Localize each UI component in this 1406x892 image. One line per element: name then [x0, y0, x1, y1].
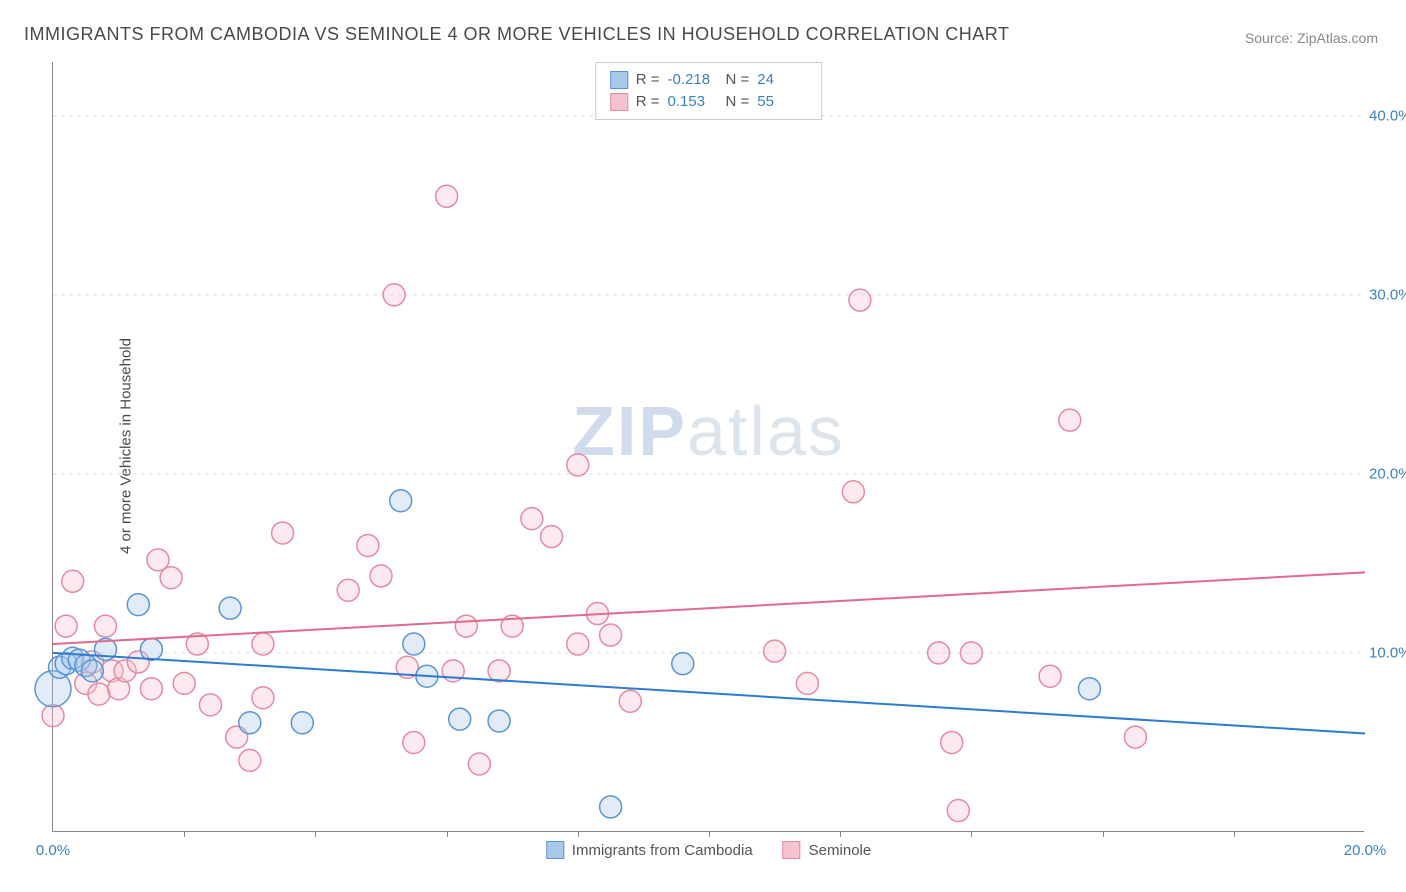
- y-tick-label: 40.0%: [1369, 107, 1406, 124]
- stats-n-value: 24: [757, 69, 807, 91]
- series-legend: Immigrants from Cambodia Seminole: [546, 841, 871, 859]
- trendline-layer: [53, 62, 1364, 831]
- stats-row: R = -0.218 N = 24: [610, 69, 808, 91]
- legend-swatch: [610, 71, 628, 89]
- legend-swatch: [546, 841, 564, 859]
- legend-label: Seminole: [809, 842, 872, 859]
- legend-label: Immigrants from Cambodia: [572, 842, 753, 859]
- y-tick-label: 20.0%: [1369, 465, 1406, 482]
- x-minor-tick: [184, 831, 185, 837]
- x-tick-label: 20.0%: [1344, 842, 1387, 859]
- stats-r-value: 0.153: [668, 91, 718, 113]
- stats-r-value: -0.218: [668, 69, 718, 91]
- trend-line: [53, 572, 1365, 644]
- stats-row: R = 0.153 N = 55: [610, 91, 808, 113]
- legend-swatch: [610, 93, 628, 111]
- x-minor-tick: [840, 831, 841, 837]
- x-minor-tick: [971, 831, 972, 837]
- x-minor-tick: [1234, 831, 1235, 837]
- legend-item: Immigrants from Cambodia: [546, 841, 753, 859]
- source-attribution: Source: ZipAtlas.com: [1245, 30, 1378, 46]
- stats-legend-box: R = -0.218 N = 24 R = 0.153 N = 55: [595, 62, 823, 120]
- stats-n-label: N =: [726, 91, 750, 113]
- trend-line: [53, 653, 1365, 734]
- stats-r-label: R =: [636, 69, 660, 91]
- stats-n-label: N =: [726, 69, 750, 91]
- y-tick-label: 10.0%: [1369, 644, 1406, 661]
- legend-item: Seminole: [783, 841, 872, 859]
- stats-n-value: 55: [757, 91, 807, 113]
- chart-title: IMMIGRANTS FROM CAMBODIA VS SEMINOLE 4 O…: [24, 24, 1009, 45]
- y-tick-label: 30.0%: [1369, 286, 1406, 303]
- stats-r-label: R =: [636, 91, 660, 113]
- x-minor-tick: [315, 831, 316, 837]
- x-minor-tick: [1103, 831, 1104, 837]
- x-tick-label: 0.0%: [36, 842, 70, 859]
- x-minor-tick: [447, 831, 448, 837]
- legend-swatch: [783, 841, 801, 859]
- x-minor-tick: [709, 831, 710, 837]
- x-minor-tick: [578, 831, 579, 837]
- plot-area: ZIPatlas R =-0.218N =24R =0.153N =55 Imm…: [52, 62, 1364, 832]
